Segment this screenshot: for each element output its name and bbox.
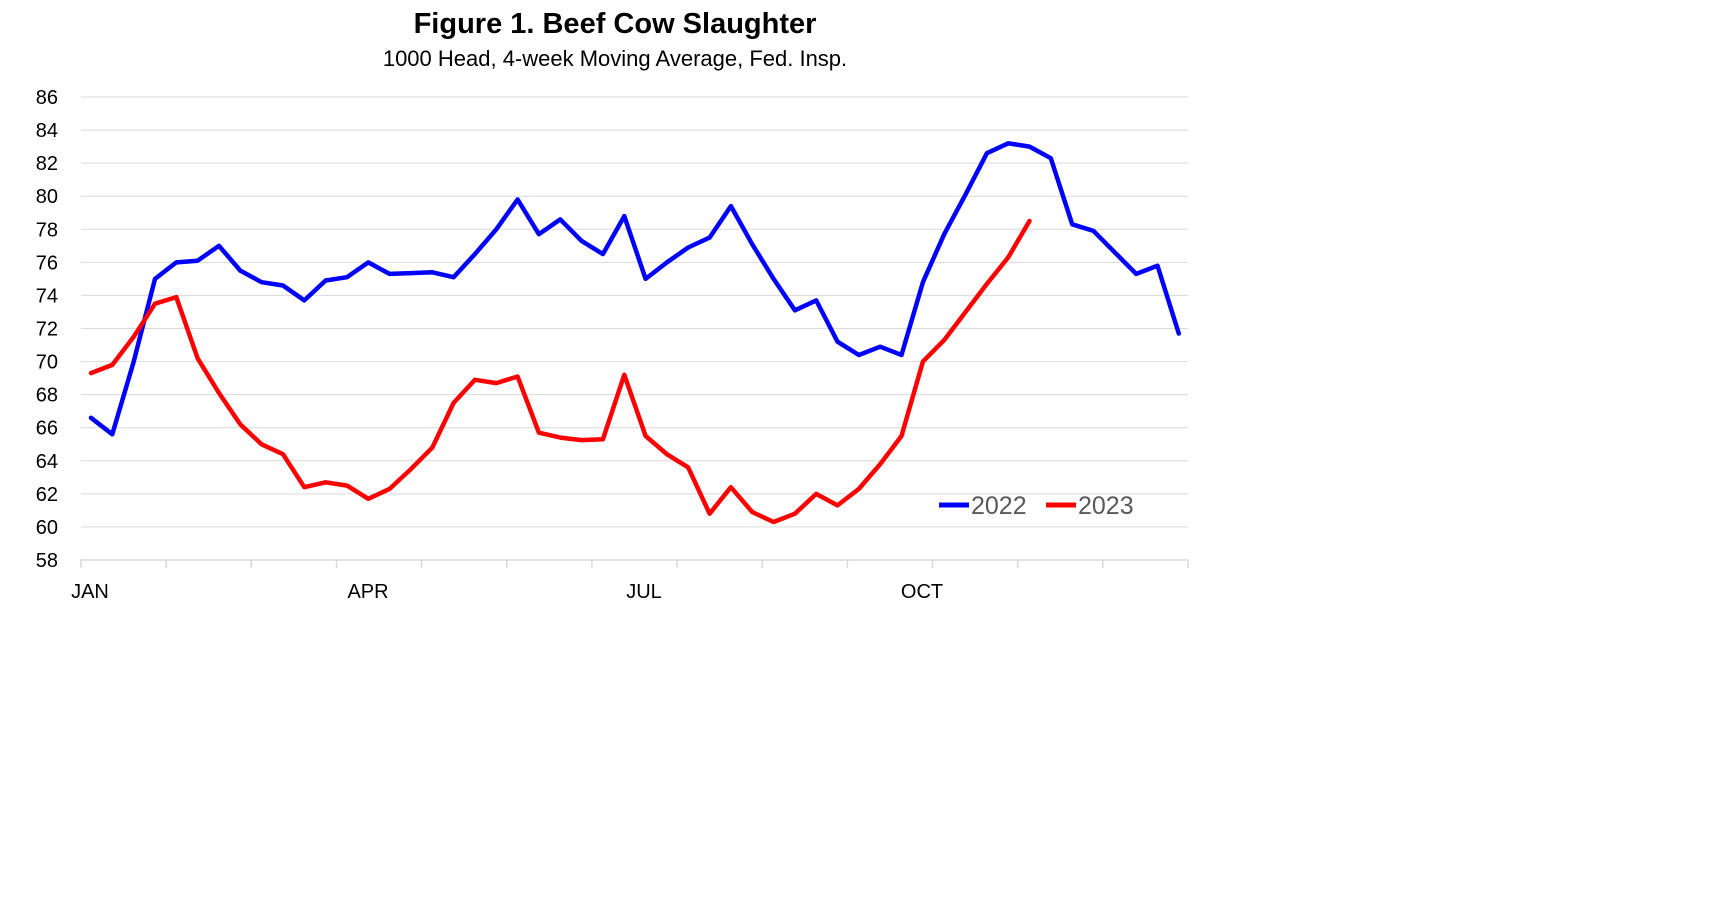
y-tick-label: 62 — [36, 484, 58, 506]
y-tick-label: 86 — [36, 87, 58, 109]
series-line-2023 — [88, 218, 1032, 525]
legend: 2022 2023 — [939, 492, 1134, 520]
gridlines — [81, 96, 1188, 528]
y-tick-label: 72 — [36, 319, 58, 341]
legend-label-2023: 2023 — [1078, 492, 1134, 520]
y-tick-label: 66 — [36, 418, 58, 440]
x-tick-label: APR — [347, 581, 388, 603]
y-tick-label: 74 — [36, 285, 58, 307]
x-tick-label: JUL — [626, 581, 662, 603]
series-lines — [88, 141, 1182, 525]
y-tick-label: 76 — [36, 252, 58, 274]
chart-title: Figure 1. Beef Cow Slaughter — [414, 8, 817, 40]
y-tick-label: 82 — [36, 153, 58, 175]
legend-label-2022: 2022 — [971, 492, 1027, 520]
chart-subtitle: 1000 Head, 4-week Moving Average, Fed. I… — [383, 46, 847, 71]
series-line-2022 — [88, 141, 1182, 437]
y-tick-label: 64 — [36, 451, 58, 473]
y-tick-label: 70 — [36, 352, 58, 374]
y-tick-label: 60 — [36, 517, 58, 539]
y-axis: 86 84 82 80 78 76 74 72 70 68 66 64 62 60 58 — [36, 87, 58, 572]
x-tick-label: JAN — [71, 581, 109, 603]
y-tick-label: 58 — [36, 550, 58, 572]
y-tick-label: 78 — [36, 219, 58, 241]
x-tick-label: OCT — [901, 581, 943, 603]
y-tick-label: 68 — [36, 385, 58, 407]
y-tick-label: 80 — [36, 186, 58, 208]
x-axis: JAN APR JUL OCT — [71, 559, 1189, 603]
y-tick-label: 84 — [36, 120, 58, 142]
